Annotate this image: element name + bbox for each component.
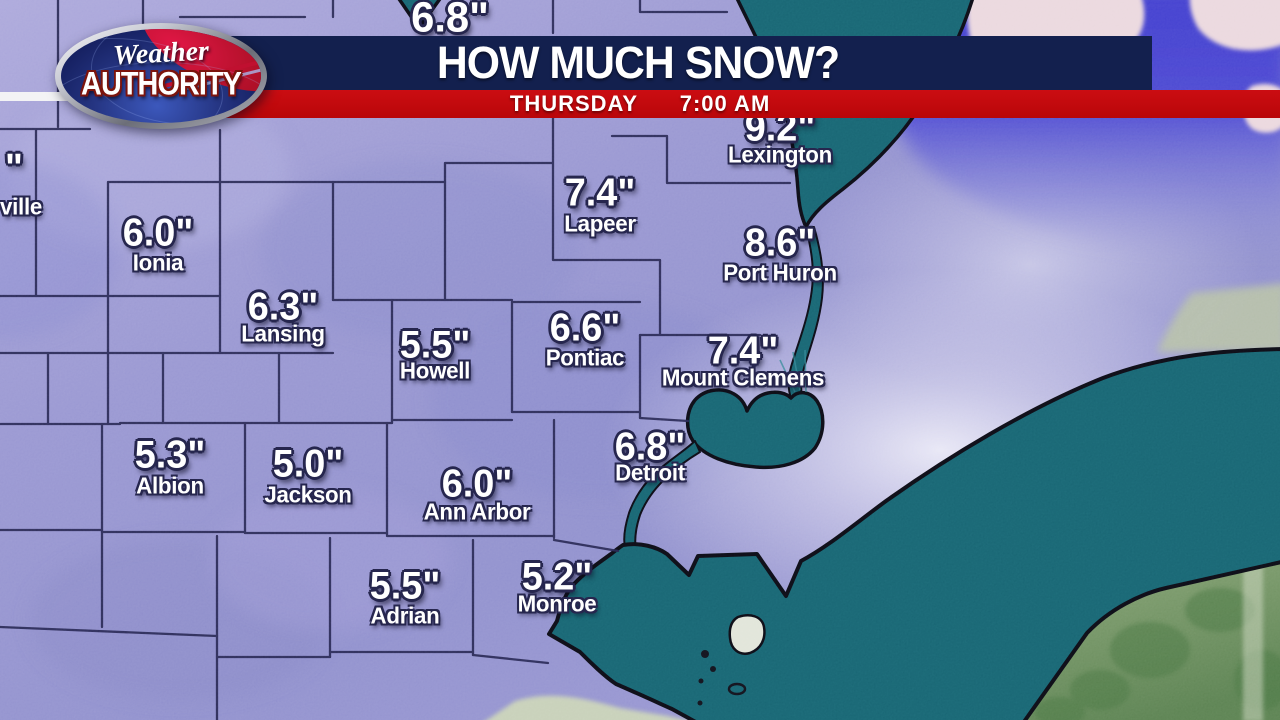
city-name-label: Lexington <box>728 141 832 168</box>
time-bar <box>215 90 1280 118</box>
city-name-label: Lapeer <box>564 210 636 237</box>
city-name-label: Detroit <box>615 459 685 486</box>
city-name-label: Port Huron <box>723 259 837 286</box>
snow-amount-label: 8.6" <box>744 221 816 265</box>
snow-amount-label: 5.2" <box>521 555 593 599</box>
snow-amount-label: 5.0" <box>272 442 344 486</box>
snow-amount-label: 5.5" <box>369 564 441 608</box>
snow-amount-label: 6.8" <box>411 0 489 42</box>
city-name-label: Monroe <box>517 590 597 617</box>
city-name-label: Howell <box>399 357 471 384</box>
city-name-label: Albion <box>136 472 204 499</box>
snow-amount-label: 6.0" <box>122 211 194 255</box>
partial-edge-label: " <box>5 146 23 190</box>
snow-amount-label: 7.4" <box>564 171 636 215</box>
logo-text-authority: AUTHORITY <box>81 65 242 102</box>
city-name-label: Pontiac <box>545 344 625 371</box>
weather-authority-logo: Weather AUTHORITY <box>55 23 267 129</box>
city-name-label: Ionia <box>132 249 184 276</box>
page-title: HOW MUCH SNOW? <box>436 37 840 88</box>
snow-amount-label: 6.3" <box>247 285 319 329</box>
snow-amount-label: 6.6" <box>549 306 621 350</box>
city-name-label: Adrian <box>370 602 440 629</box>
city-name-label: Ann Arbor <box>423 498 531 525</box>
city-name-label: Jackson <box>264 481 352 508</box>
snow-amount-label: 7.4" <box>707 329 779 373</box>
snow-amount-label: 6.8" <box>614 425 686 469</box>
forecast-time: 7:00 AM <box>679 91 771 116</box>
snow-amount-label: 6.0" <box>441 462 513 506</box>
snow-amount-label: 5.3" <box>134 433 206 477</box>
partial-edge-label: ville <box>0 193 42 220</box>
snow-amount-label: 5.5" <box>399 323 471 367</box>
logo-globe: Weather AUTHORITY <box>61 29 261 123</box>
title-bar <box>183 36 1152 90</box>
city-name-label: Lansing <box>241 320 325 347</box>
forecast-day: THURSDAY <box>509 91 639 116</box>
city-name-label: Mount Clemens <box>661 364 825 391</box>
logo-graticule <box>91 29 261 123</box>
